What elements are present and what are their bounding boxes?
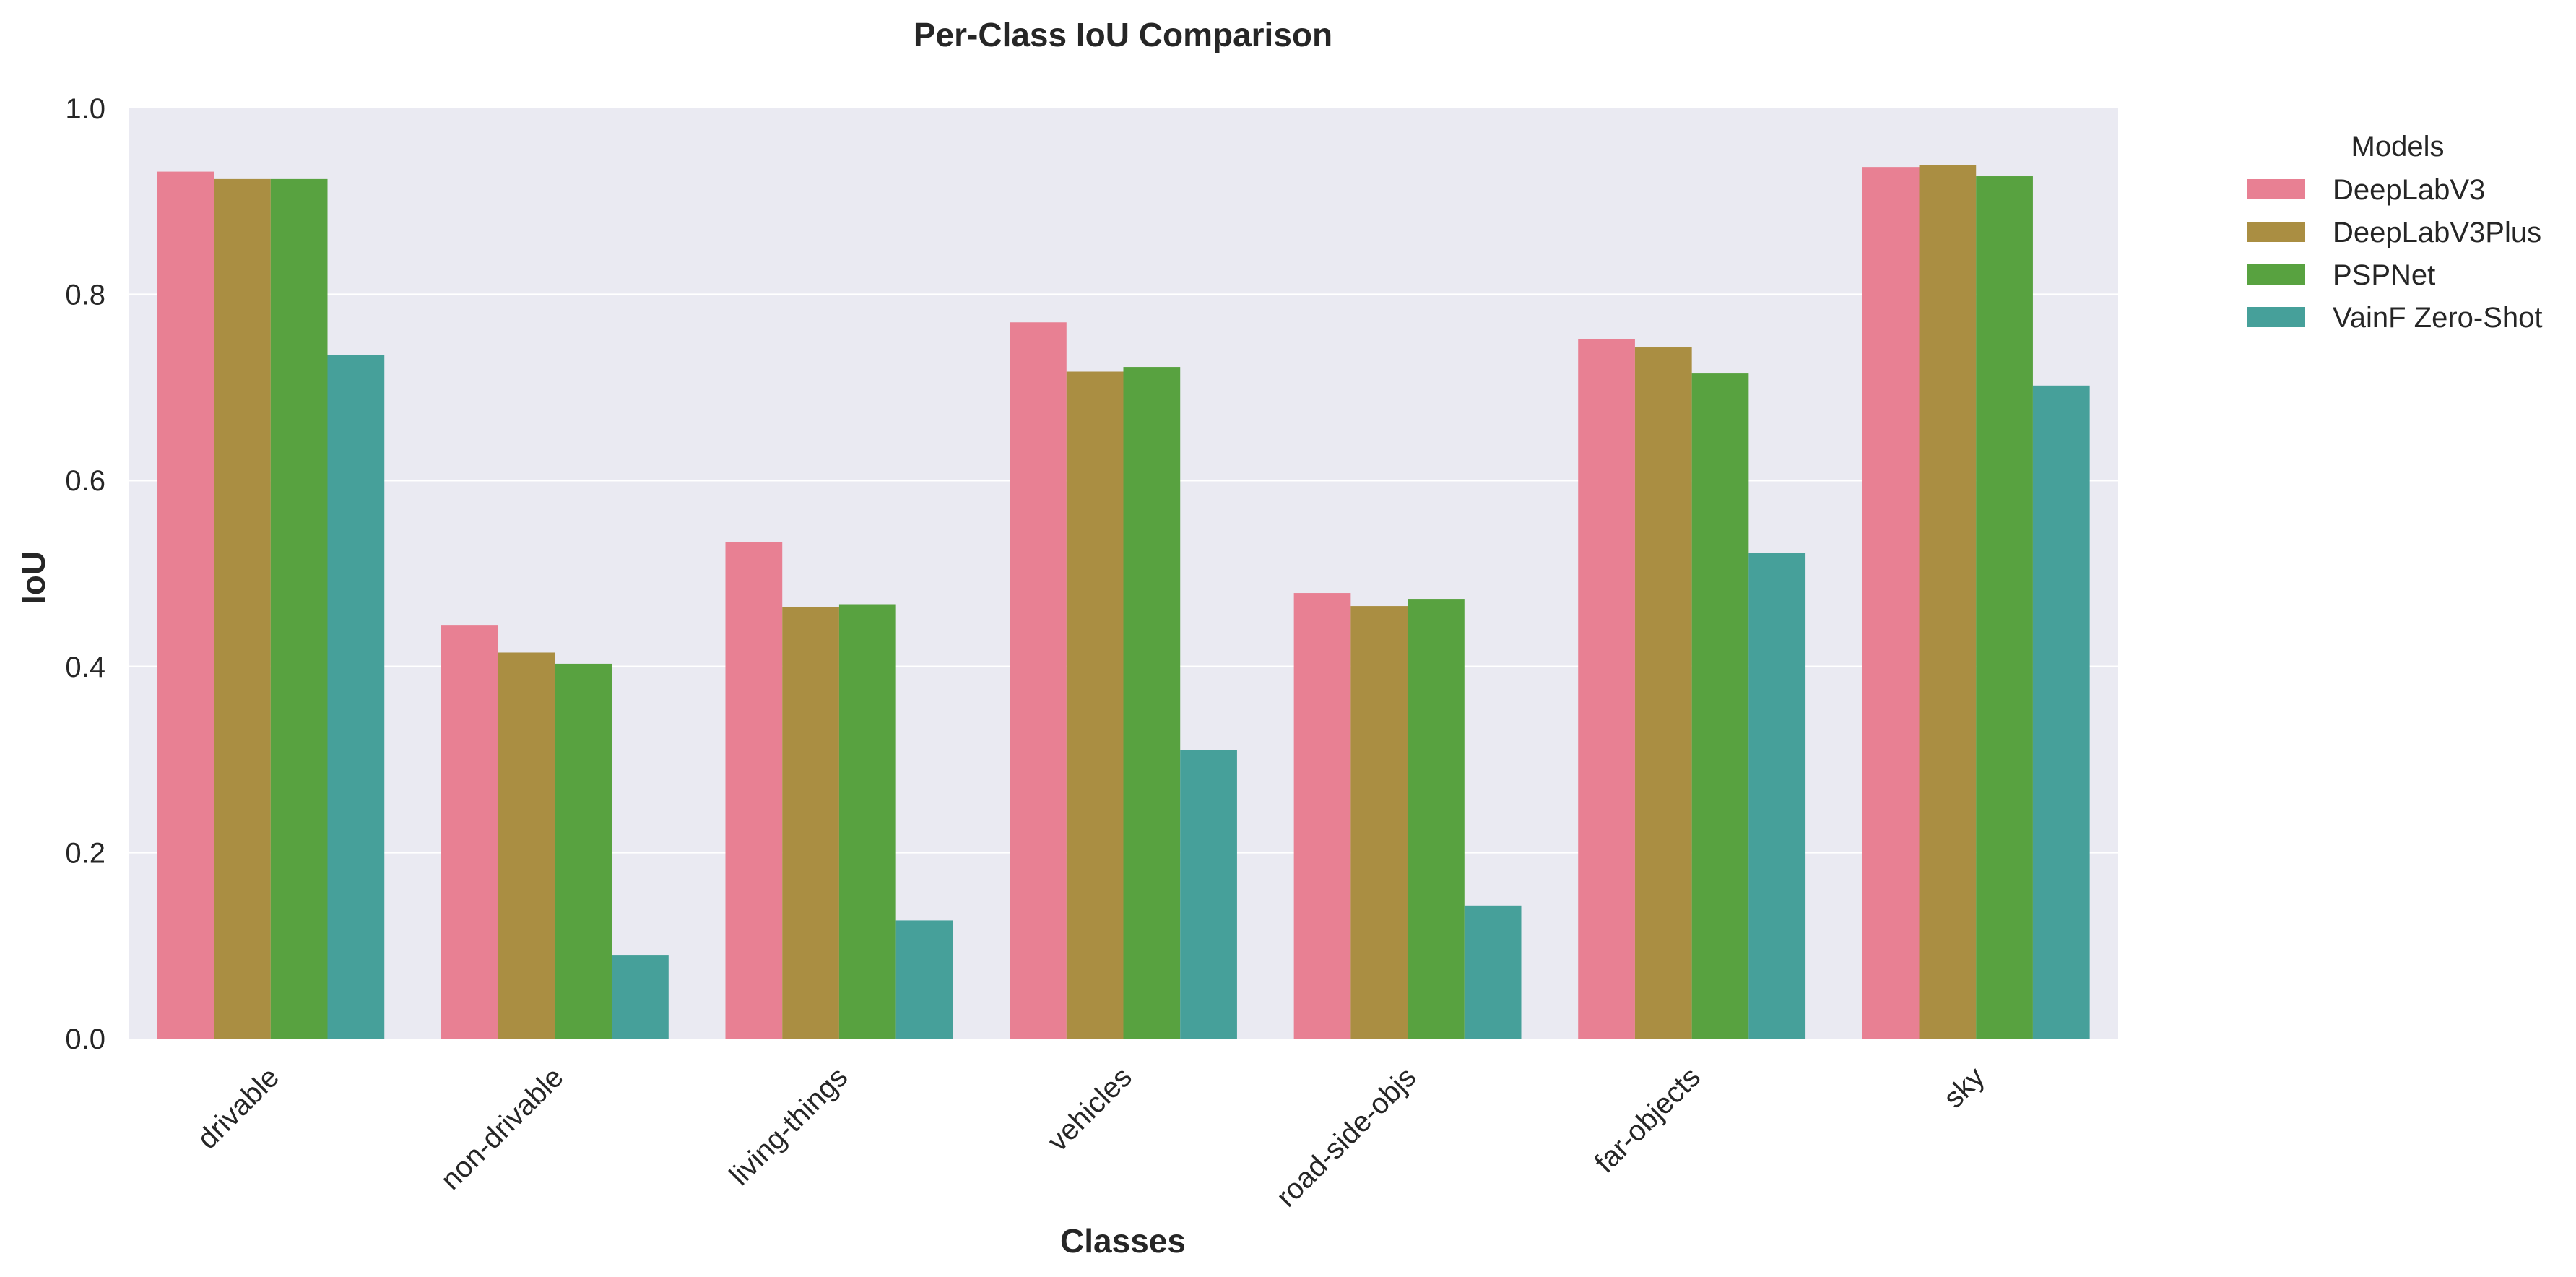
bar-deeplabv3plus-sky xyxy=(1919,165,1977,1039)
y-tick-label: 0.0 xyxy=(65,1023,105,1055)
x-tick-label: living-things xyxy=(724,1061,854,1191)
y-axis-ticks: 0.0 0.2 0.4 0.6 0.8 1.0 xyxy=(65,93,105,1055)
chart-title: Per-Class IoU Comparison xyxy=(914,16,1332,53)
legend-label: VainF Zero-Shot xyxy=(2333,302,2543,334)
bar-deeplabv3-living-things xyxy=(725,542,783,1039)
bar-pspnet-living-things xyxy=(838,604,896,1039)
bar-pspnet-road-side-objs xyxy=(1408,599,1465,1039)
y-tick-label: 0.6 xyxy=(65,465,105,497)
x-axis-ticks: drivable non-drivable living-things vehicle… xyxy=(191,1061,1991,1213)
x-tick-label: vehicles xyxy=(1042,1061,1138,1157)
legend-label: DeepLabV3Plus xyxy=(2333,217,2541,248)
bar-vainf-zero-shot-vehicles xyxy=(1180,750,1237,1039)
bar-vainf-zero-shot-living-things xyxy=(895,920,953,1039)
bar-deeplabv3plus-drivable xyxy=(214,178,271,1039)
legend-swatch xyxy=(2247,264,2305,285)
legend-label: DeepLabV3 xyxy=(2333,174,2485,206)
x-tick-label: far-objects xyxy=(1589,1061,1707,1179)
bar-pspnet-sky xyxy=(1976,176,2033,1039)
legend-title: Models xyxy=(2351,131,2445,163)
bar-pspnet-drivable xyxy=(270,178,328,1039)
bar-deeplabv3plus-far-objects xyxy=(1634,347,1692,1039)
legend: Models DeepLabV3 DeepLabV3Plus PSPNet VainF… xyxy=(2247,131,2543,334)
y-tick-label: 1.0 xyxy=(65,93,105,125)
legend-label: PSPNet xyxy=(2333,259,2435,291)
bar-vainf-zero-shot-drivable xyxy=(327,355,385,1039)
y-tick-label: 0.4 xyxy=(65,652,105,683)
bar-deeplabv3-vehicles xyxy=(1010,322,1067,1039)
bar-vainf-zero-shot-road-side-objs xyxy=(1464,905,1522,1039)
x-tick-label: road-side-objs xyxy=(1270,1061,1422,1213)
x-axis-title: Classes xyxy=(1060,1222,1186,1260)
legend-swatch xyxy=(2247,179,2305,199)
bar-vainf-zero-shot-non-drivable xyxy=(612,955,669,1039)
bar-pspnet-vehicles xyxy=(1123,367,1181,1039)
y-axis-title: IoU xyxy=(14,551,52,605)
bar-pspnet-far-objects xyxy=(1691,373,1749,1039)
bar-deeplabv3plus-road-side-objs xyxy=(1350,606,1408,1039)
legend-swatch xyxy=(2247,307,2305,327)
x-tick-label: drivable xyxy=(191,1061,285,1155)
bars xyxy=(157,165,2090,1039)
x-tick-label: sky xyxy=(1938,1061,1991,1114)
bar-deeplabv3-non-drivable xyxy=(441,625,498,1039)
bar-deeplabv3plus-non-drivable xyxy=(498,652,555,1039)
bar-deeplabv3plus-vehicles xyxy=(1066,371,1124,1039)
bar-deeplabv3-far-objects xyxy=(1578,339,1635,1039)
x-tick-label: non-drivable xyxy=(435,1061,570,1196)
bar-deeplabv3-drivable xyxy=(157,171,214,1039)
bar-deeplabv3plus-living-things xyxy=(782,607,839,1039)
legend-swatch xyxy=(2247,222,2305,242)
bar-vainf-zero-shot-far-objects xyxy=(1748,553,1806,1039)
y-tick-label: 0.2 xyxy=(65,837,105,869)
bar-deeplabv3-sky xyxy=(1862,167,1920,1039)
bar-vainf-zero-shot-sky xyxy=(2032,385,2090,1039)
bar-pspnet-non-drivable xyxy=(555,663,612,1039)
y-tick-label: 0.8 xyxy=(65,280,105,311)
bar-deeplabv3-road-side-objs xyxy=(1293,593,1351,1039)
